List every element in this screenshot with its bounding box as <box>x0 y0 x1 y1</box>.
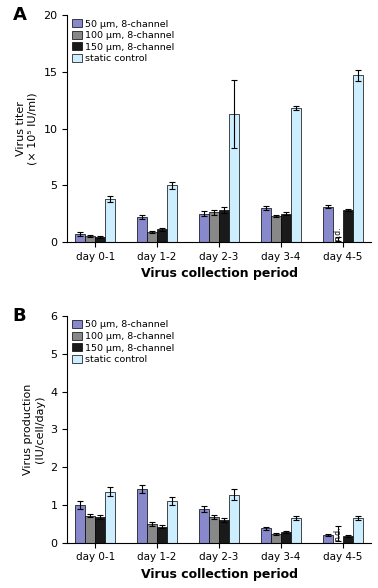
Bar <box>147 524 157 543</box>
Bar <box>353 518 363 543</box>
Bar <box>85 516 95 543</box>
Bar <box>353 75 363 242</box>
Bar <box>137 217 147 242</box>
Bar <box>291 108 301 242</box>
Bar <box>219 210 229 242</box>
Bar <box>323 207 333 242</box>
Text: n.d.: n.d. <box>334 526 343 541</box>
Bar <box>105 492 115 543</box>
Bar <box>281 213 291 242</box>
Bar <box>271 216 281 242</box>
Text: B: B <box>12 307 26 325</box>
Bar <box>343 536 353 543</box>
Bar <box>261 529 271 543</box>
Bar <box>271 534 281 543</box>
Bar <box>147 232 157 242</box>
Text: n.d.: n.d. <box>334 227 343 241</box>
Y-axis label: Virus production
(IU/cell/day): Virus production (IU/cell/day) <box>23 384 45 475</box>
Bar <box>75 505 85 543</box>
Bar <box>95 238 105 242</box>
Bar <box>323 535 333 543</box>
Text: A: A <box>12 6 26 24</box>
X-axis label: Virus collection period: Virus collection period <box>141 267 297 280</box>
Bar <box>85 236 95 242</box>
Bar <box>343 210 353 242</box>
Bar <box>95 517 105 543</box>
Bar <box>261 208 271 242</box>
Bar <box>281 532 291 543</box>
Bar <box>75 234 85 242</box>
Bar <box>209 212 219 242</box>
Legend: 50 µm, 8-channel, 100 µm, 8-channel, 150 µm, 8-channel, static control: 50 µm, 8-channel, 100 µm, 8-channel, 150… <box>70 18 177 65</box>
Bar <box>157 229 167 242</box>
Legend: 50 µm, 8-channel, 100 µm, 8-channel, 150 µm, 8-channel, static control: 50 µm, 8-channel, 100 µm, 8-channel, 150… <box>70 318 177 366</box>
Bar <box>209 517 219 543</box>
Y-axis label: Virus titer
(× 10⁵ IU/ml): Virus titer (× 10⁵ IU/ml) <box>16 92 38 165</box>
Bar <box>229 113 239 242</box>
Bar <box>167 185 177 242</box>
Bar <box>291 518 301 543</box>
Bar <box>199 213 209 242</box>
Bar <box>105 199 115 242</box>
X-axis label: Virus collection period: Virus collection period <box>141 568 297 581</box>
Bar <box>157 526 167 543</box>
Bar <box>229 495 239 543</box>
Bar <box>199 509 209 543</box>
Bar <box>167 501 177 543</box>
Bar <box>137 489 147 543</box>
Bar <box>219 520 229 543</box>
